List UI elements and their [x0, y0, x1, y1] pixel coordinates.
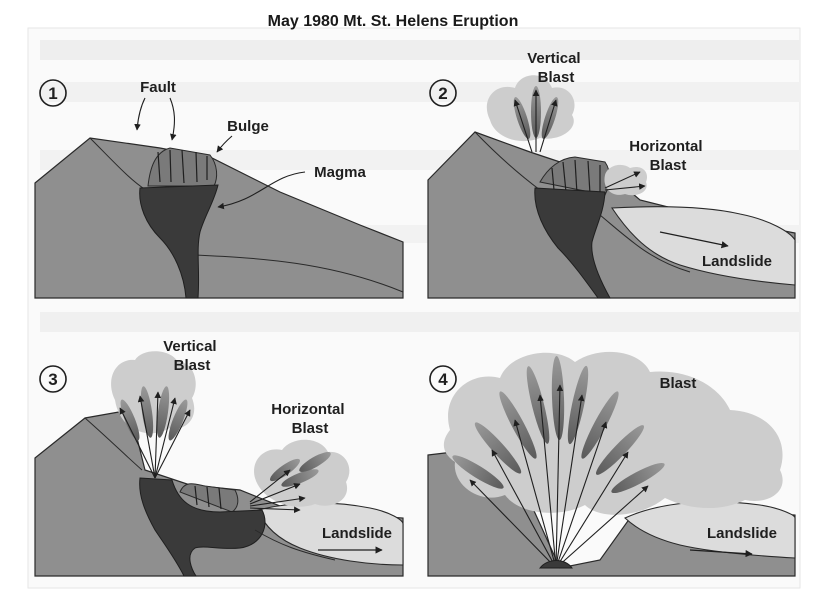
panel-number-3: 3 [48, 370, 57, 389]
bulge-cracks-2 [551, 159, 601, 195]
fault-line-2 [474, 131, 541, 191]
panel-number-circle-4 [429, 365, 457, 393]
label-fault: Fault [140, 79, 176, 96]
magma-arrow [217, 171, 306, 210]
label-landslide-2: Landslide [702, 253, 772, 270]
landslide-arrow-2 [659, 231, 729, 249]
label-horizontal-blast-2: Horizontal Blast [629, 138, 707, 174]
fault-line-1a [89, 137, 147, 191]
label-vertical-blast-3-text: Vertical [163, 338, 216, 355]
magma-chamber-2 [534, 187, 611, 299]
landslide-2 [611, 206, 796, 286]
panel-2: 2 Vertical Blast Horizontal Blast Landsl… [427, 50, 796, 299]
label-vertical-blast-3: Vertical Blast [163, 338, 221, 374]
label-vertical-blast-2-text: Vertical [527, 50, 580, 67]
bulge-cracks-3 [194, 485, 222, 510]
diagram-title: May 1980 Mt. St. Helens Eruption [268, 13, 519, 30]
bulge-arrow [216, 135, 233, 153]
label-horizontal-blast-2-text: Horizontal [629, 138, 702, 155]
bulge-cracks-1 [157, 149, 208, 184]
label-horizontal-blast-3-text: Horizontal [271, 401, 344, 418]
magma-chamber-3 [139, 477, 266, 577]
label-horizontal-blast-3: Horizontal Blast [271, 401, 349, 437]
ground-line-1 [194, 254, 404, 293]
horizontal-blast-arrows-2 [604, 171, 646, 191]
horizontal-blast-arrows-3 [249, 469, 306, 514]
label-landslide-4: Landslide [707, 525, 777, 542]
panel-number-circle-1 [39, 79, 67, 107]
panel-number-2: 2 [438, 84, 447, 103]
panel-number-1: 1 [48, 84, 57, 103]
panel-4: 4 Blast Landslide [427, 351, 796, 577]
blast-cloud-4 [443, 351, 783, 515]
bulge-1 [147, 147, 218, 187]
vent-4 [538, 560, 573, 569]
mountain-1 [34, 137, 404, 299]
label-horizontal-blast-2-text-line2: Blast [650, 157, 687, 174]
vertical-plume-streaks-3 [120, 386, 188, 441]
panel-number-4: 4 [438, 370, 448, 389]
fault-arrow-1 [134, 97, 146, 131]
vertical-blast-arrows-3 [119, 391, 191, 479]
label-blast: Blast [660, 375, 697, 392]
fault-arrow-2 [169, 97, 177, 141]
blast-arrows-4 [469, 384, 649, 569]
magma-chamber-1 [139, 184, 219, 299]
label-landslide-3: Landslide [322, 525, 392, 542]
panel-number-circle-2 [429, 79, 457, 107]
fault-line-3 [84, 417, 143, 471]
horizontal-plume-cloud-2 [604, 164, 648, 196]
panel-3: 3 Vertical Blast Horizontal Blast Landsl… [34, 338, 404, 577]
panel-number-circle-3 [39, 365, 67, 393]
vertical-blast-arrows-2 [513, 89, 558, 153]
label-vertical-blast-2: Vertical Blast [527, 50, 585, 86]
slide-track-2 [599, 214, 691, 273]
bulge-3 [179, 483, 239, 513]
label-bulge: Bulge [227, 118, 269, 135]
label-horizontal-blast-3-text-line2: Blast [292, 420, 329, 437]
label-magma: Magma [314, 164, 366, 181]
landslide-arrow-4 [689, 549, 753, 558]
label-vertical-blast-2-text-line2: Blast [538, 69, 575, 86]
panel-1: 1 Fault Bulge Magma [34, 79, 404, 299]
slide-track-3 [254, 529, 336, 561]
label-vertical-blast-3-text-line2: Blast [174, 357, 211, 374]
